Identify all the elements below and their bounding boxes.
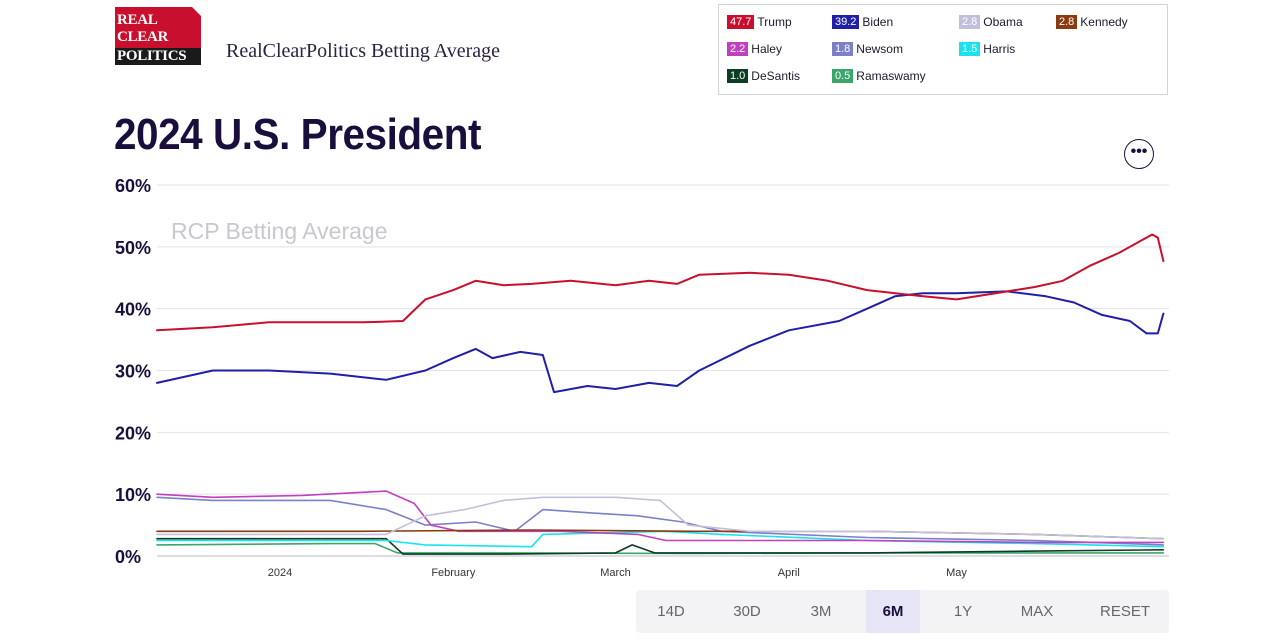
legend-label: Haley — [751, 42, 782, 56]
range-button-30d[interactable]: 30D — [733, 603, 761, 620]
series-line-obama — [156, 496, 1165, 540]
legend-item-harris[interactable]: 1.5 Harris — [959, 42, 1015, 56]
y-tick-label: 60% — [115, 176, 151, 196]
more-options-button[interactable]: ••• — [1124, 139, 1154, 169]
chart-watermark: RCP Betting Average — [171, 218, 388, 244]
logo-line-3: POLITICS — [115, 48, 201, 65]
y-tick-label: 30% — [115, 362, 151, 382]
legend-item-kennedy[interactable]: 2.8 Kennedy — [1056, 15, 1128, 29]
x-tick-label: May — [946, 567, 967, 579]
legend-item-biden[interactable]: 39.2 Biden — [832, 15, 893, 29]
site-title: RealClearPolitics Betting Average — [226, 40, 501, 62]
legend-item-trump[interactable]: 47.7 Trump — [727, 15, 792, 29]
y-tick-label: 40% — [115, 300, 151, 320]
series-line-newsom — [156, 496, 1165, 546]
x-tick-label: March — [600, 567, 631, 579]
range-button-max[interactable]: MAX — [1020, 603, 1054, 620]
range-button-14d[interactable]: 14D — [657, 603, 685, 620]
legend-label: Obama — [983, 15, 1023, 29]
x-axis: 2024 February March April May — [268, 567, 968, 579]
series-line-ramaswamy — [156, 542, 1165, 555]
page-title: 2024 U.S. President — [114, 110, 482, 159]
logo-line-2: CLEAR — [117, 29, 169, 45]
range-button-6m[interactable]: 6M — [866, 590, 920, 633]
rcp-logo[interactable]: REAL CLEAR POLITICS — [115, 7, 201, 65]
y-tick-label: 10% — [115, 485, 151, 505]
y-tick-label: 50% — [115, 238, 151, 258]
legend-value: 2.2 — [727, 42, 749, 56]
range-button-reset[interactable]: RESET — [1099, 603, 1150, 620]
legend-value: 2.8 — [959, 15, 981, 29]
series-layer — [156, 233, 1165, 555]
grid-layer — [157, 184, 1169, 557]
x-tick-label: February — [431, 567, 476, 579]
legend-item-obama[interactable]: 2.8 Obama — [959, 15, 1023, 29]
logo-corner — [192, 7, 201, 16]
range-button-3m[interactable]: 3M — [810, 603, 832, 620]
legend-value: 1.5 — [959, 42, 981, 56]
range-button-1y[interactable]: 1Y — [953, 603, 973, 620]
legend-item-ramaswamy[interactable]: 0.5 Ramaswamy — [832, 69, 926, 83]
legend-label: Biden — [862, 15, 894, 29]
y-tick-label: 0% — [115, 547, 141, 567]
x-tick-label: 2024 — [268, 567, 292, 579]
series-line-trump — [156, 233, 1165, 332]
legend-item-desantis[interactable]: 1.0 DeSantis — [727, 69, 800, 83]
legend-value: 47.7 — [727, 15, 755, 29]
legend-item-haley[interactable]: 2.2 Haley — [727, 42, 782, 56]
legend-value: 2.8 — [1056, 15, 1078, 29]
y-axis: 0% 10% 20% 30% 40% 50% 60% — [115, 176, 151, 567]
x-tick-label: April — [778, 567, 800, 579]
legend-label: Ramaswamy — [856, 69, 926, 83]
y-tick-label: 20% — [115, 423, 151, 443]
chart-legend: 47.7 Trump 39.2 Biden 2.8 Obama 2.8 Kenn… — [718, 4, 1168, 95]
legend-label: Harris — [983, 42, 1016, 56]
more-horizontal-icon: ••• — [1130, 143, 1148, 160]
legend-value: 0.5 — [832, 69, 854, 83]
range-selector: 14D 30D 3M 6M 1Y MAX RESET — [636, 590, 1169, 633]
legend-label: Trump — [757, 15, 792, 29]
legend-value: 39.2 — [832, 15, 860, 29]
legend-label: Kennedy — [1080, 15, 1128, 29]
legend-label: DeSantis — [751, 69, 800, 83]
series-line-desantis — [156, 537, 1165, 555]
logo-line-1: REAL — [117, 12, 158, 28]
legend-value: 1.0 — [727, 69, 749, 83]
series-line-biden — [156, 290, 1165, 394]
legend-item-newsom[interactable]: 1.8 Newsom — [832, 42, 903, 56]
legend-label: Newsom — [856, 42, 903, 56]
line-chart: 0% 10% 20% 30% 40% 50% 60% 2024 February March Ap… — [115, 176, 1169, 579]
legend-value: 1.8 — [832, 42, 854, 56]
